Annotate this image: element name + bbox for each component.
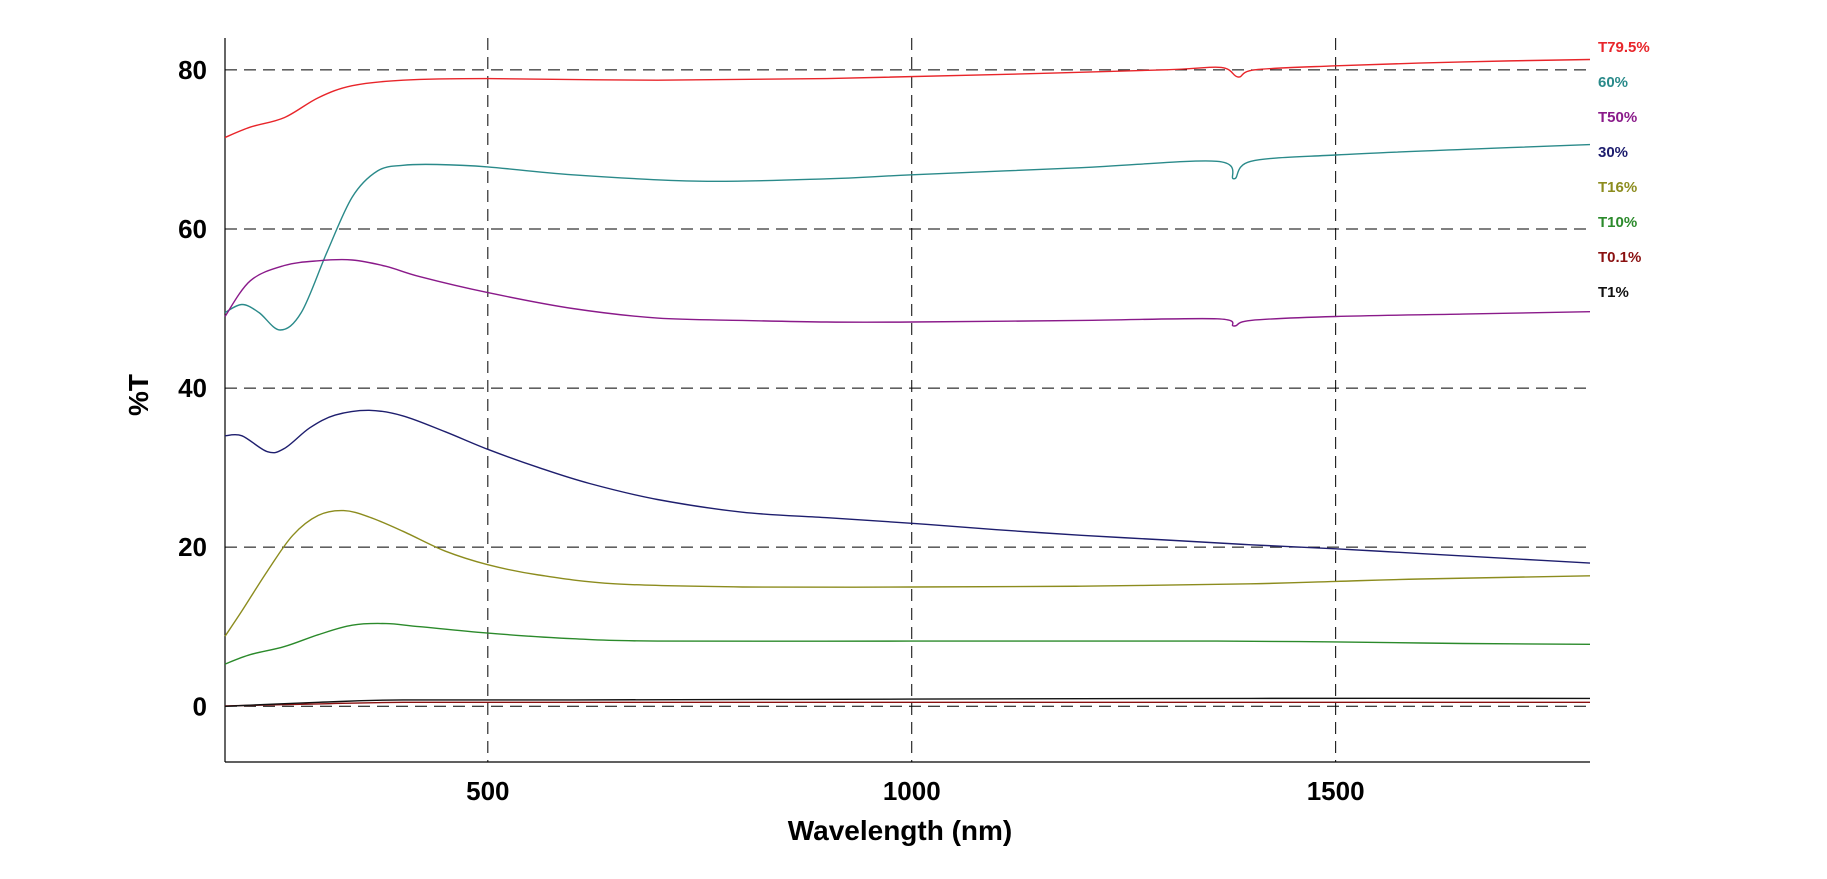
legend-entry-t79-5: T79.5% — [1598, 39, 1650, 56]
x-axis-title: Wavelength (nm) — [788, 815, 1013, 846]
axis-layer — [224, 38, 1590, 763]
y-tick-label: 40 — [178, 373, 207, 403]
grid-layer — [225, 38, 1590, 762]
y-axis-title: %T — [123, 374, 154, 416]
series-line-t16 — [224, 509, 1591, 637]
legend-entry-t50: T50% — [1598, 109, 1637, 126]
series-layer — [224, 58, 1591, 707]
series-line-t10 — [224, 622, 1591, 665]
series-line-t79-5 — [224, 58, 1591, 139]
tick-layer: 0 20 40 60 80 500 1000 1500 — [178, 55, 1364, 806]
legend-entry-t1: T1% — [1598, 284, 1629, 301]
series-line-30 — [224, 409, 1591, 564]
series-line-60 — [224, 143, 1591, 331]
y-tick-label: 60 — [178, 214, 207, 244]
legend: T79.5% 60% T50% 30% T16% T10% T0.1% T1% — [1598, 39, 1650, 301]
x-tick-label: 1000 — [883, 776, 941, 806]
legend-entry-30: 30% — [1598, 144, 1628, 161]
legend-entry-t16: T16% — [1598, 179, 1637, 196]
series-line-t1 — [224, 697, 1591, 707]
x-tick-label: 500 — [466, 776, 509, 806]
series-line-t0-1 — [224, 701, 1590, 707]
legend-entry-t0-1: T0.1% — [1598, 249, 1641, 266]
y-tick-label: 0 — [193, 691, 207, 721]
y-tick-label: 80 — [178, 55, 207, 85]
legend-entry-60: 60% — [1598, 74, 1628, 91]
y-tick-label: 20 — [178, 532, 207, 562]
series-line-t50 — [224, 258, 1591, 327]
x-tick-label: 1500 — [1307, 776, 1365, 806]
legend-entry-t10: T10% — [1598, 214, 1637, 231]
